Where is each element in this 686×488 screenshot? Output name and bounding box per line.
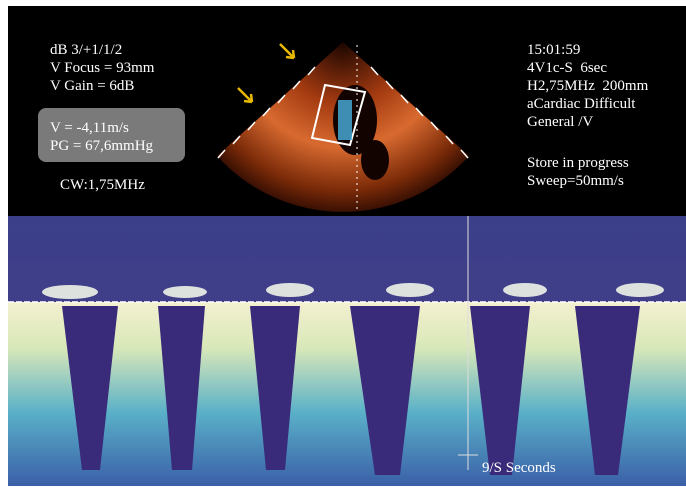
info-line: 15:01:59 [527,42,580,58]
doppler-spectrum [8,216,686,486]
status-line: Sweep=50mm/s [527,173,624,189]
info-line: H2,75MHz 200mm [527,78,649,94]
setting-line: V Focus = 93mm [50,60,155,76]
measurement: PG = 67,6mmHg [50,138,154,154]
info-line: aCardiac Difficult [527,96,636,112]
info-line: 4V1c-S 6sec [527,60,607,76]
ultrasound-screen: dB 3/+1/1/2 V Focus = 93mm V Gain = 6dB … [0,0,686,488]
setting-line: V Gain = 6dB [50,78,134,94]
setting-line: dB 3/+1/1/2 [50,42,122,58]
measurement: V = -4,11m/s [50,120,129,136]
probe-frequency: CW:1,75MHz [60,177,145,193]
time-scale-label: 9/S Seconds [482,460,556,476]
status-line: Store in progress [527,155,629,171]
info-line: General /V [527,114,593,130]
page: dB 3/+1/1/2 V Focus = 93mm V Gain = 6dB … [0,0,686,488]
